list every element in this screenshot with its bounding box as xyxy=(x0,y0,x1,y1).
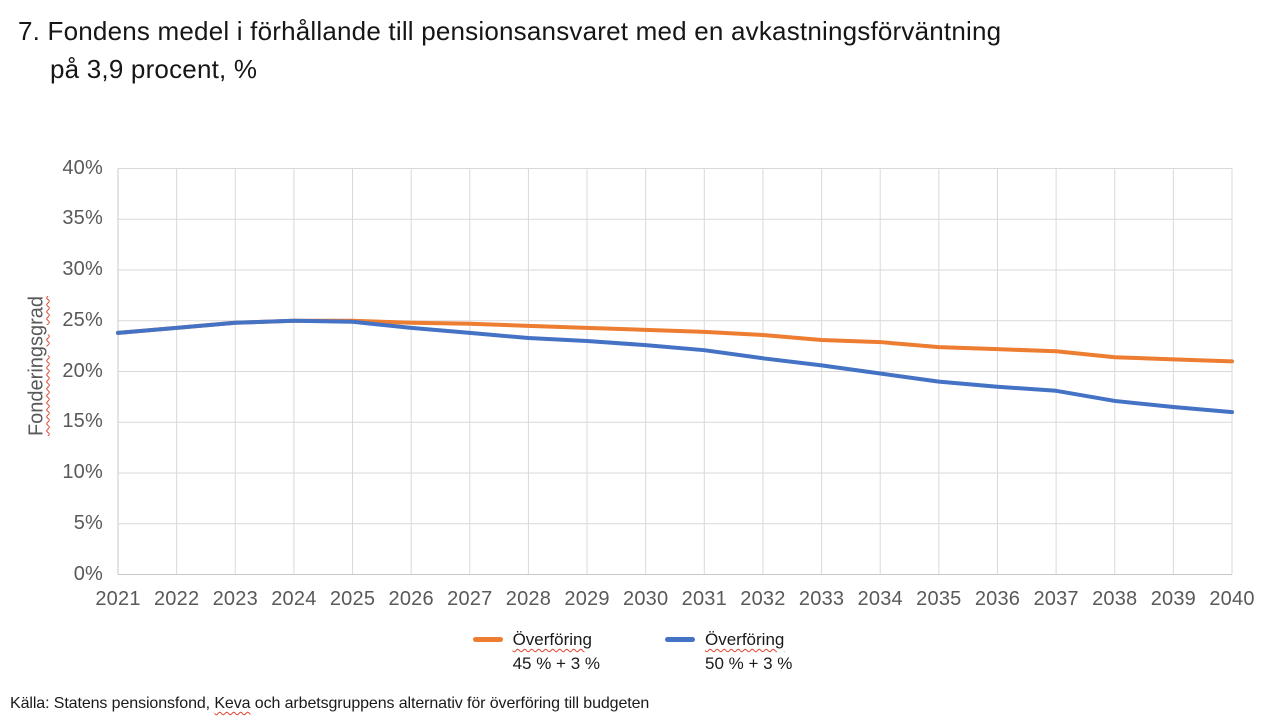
legend-label-line1: Överföring xyxy=(512,630,592,649)
source-note: Källa: Statens pensionsfond, Keva och ar… xyxy=(10,695,1210,713)
legend-label-line1: Överföring xyxy=(705,630,785,649)
y-axis-title: Fonderingsgrad xyxy=(25,295,48,437)
x-tick-label: 2024 xyxy=(271,588,317,610)
x-tick-label: 2021 xyxy=(95,588,141,610)
legend-swatch-orange-line-icon xyxy=(472,637,503,642)
x-tick-label: 2037 xyxy=(1033,588,1079,610)
source-note-text: och arbetsgruppens alternativ för överfö… xyxy=(250,695,650,712)
x-tick-label: 2038 xyxy=(1092,588,1138,610)
x-tick-label: 2032 xyxy=(740,588,786,610)
x-tick-label: 2040 xyxy=(1209,588,1255,610)
x-tick-label: 2033 xyxy=(798,588,845,610)
x-tick-label: 2022 xyxy=(153,588,200,610)
series-line-overforing-50 xyxy=(116,318,1234,415)
x-tick-label: 2031 xyxy=(681,588,727,610)
y-tick-label: 35% xyxy=(62,207,103,230)
y-tick-label: 10% xyxy=(62,461,103,483)
legend-label-line2: 45 % + 3 % xyxy=(512,654,600,673)
x-tick-label: 2026 xyxy=(388,588,434,610)
legend-item-overforing-45: Överföring 45 % + 3 % xyxy=(472,628,600,676)
legend-swatch-blue-line-icon xyxy=(665,637,695,642)
y-tick-label: 5% xyxy=(73,511,103,534)
chart-title: 7. Fondens medel i förhållande till pens… xyxy=(18,12,1198,88)
chart-title-line1: 7. Fondens medel i förhållande till pens… xyxy=(18,16,1002,46)
series-line-overforing-45 xyxy=(116,318,1234,364)
x-tick-label: 2030 xyxy=(623,588,669,610)
x-tick-label: 2034 xyxy=(857,588,903,610)
y-tick-label: 20% xyxy=(62,359,103,382)
y-tick-label: 30% xyxy=(62,258,103,280)
x-tick-label: 2023 xyxy=(212,588,258,610)
y-tick-label: 25% xyxy=(62,308,103,331)
source-note-marked-word: Keva xyxy=(214,695,251,712)
legend-item-overforing-50: Överföring 50 % + 3 % xyxy=(665,628,792,676)
legend-label: Överföring 50 % + 3 % xyxy=(705,628,792,676)
legend-label-line2: 50 % + 3 % xyxy=(705,654,793,673)
source-note-text: Källa: Statens pensionsfond, xyxy=(10,695,215,712)
chart-legend: Överföring 45 % + 3 % Överföring 50 % + … xyxy=(0,628,1265,676)
y-tick-label: 0% xyxy=(73,562,103,585)
x-tick-label: 2025 xyxy=(329,588,376,610)
chart-title-line2: på 3,9 procent, % xyxy=(50,54,258,84)
y-tick-label: 40% xyxy=(62,156,103,179)
y-tick-label: 15% xyxy=(62,410,103,433)
legend-label: Överföring 45 % + 3 % xyxy=(513,628,600,676)
x-tick-label: 2029 xyxy=(564,588,610,610)
x-tick-label: 2036 xyxy=(974,588,1021,610)
x-tick-label: 2028 xyxy=(505,588,552,610)
x-tick-label: 2027 xyxy=(447,588,493,610)
x-tick-label: 2039 xyxy=(1150,588,1196,610)
x-tick-label: 2035 xyxy=(916,588,962,610)
